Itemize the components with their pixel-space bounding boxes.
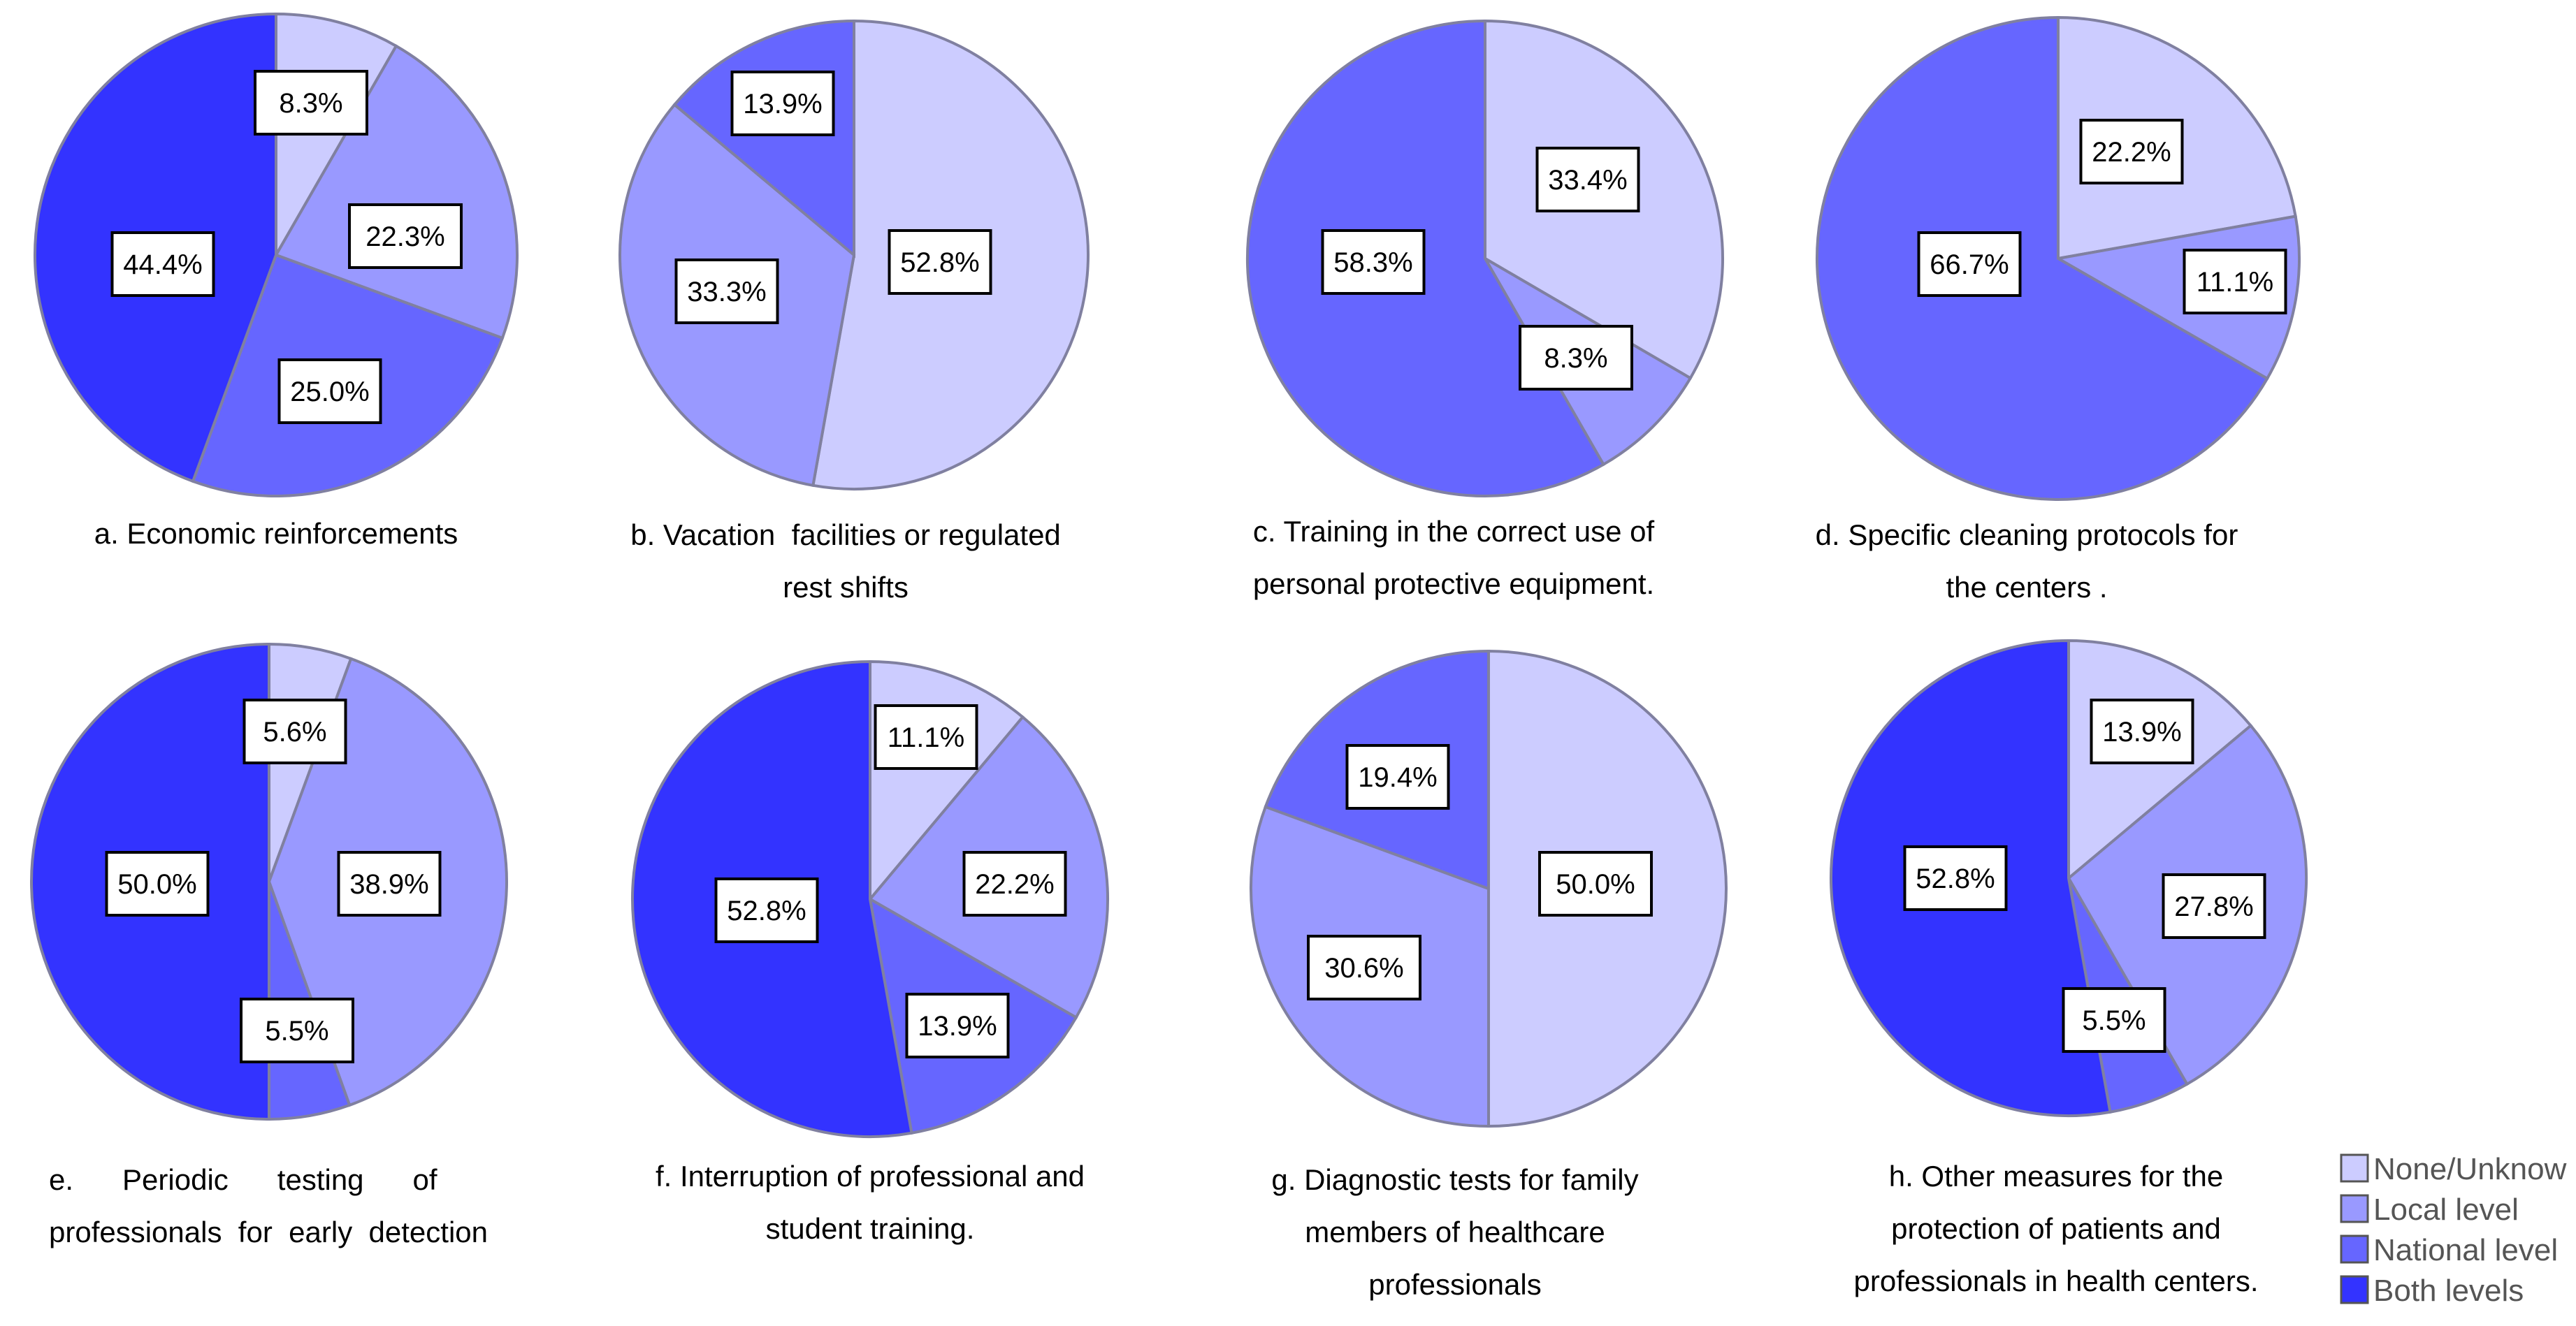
chart-caption-line: student training. xyxy=(766,1212,975,1245)
pie-chart-a: 8.3% 22.3% 25.0% 44.4% a. Economic reinforce… xyxy=(34,12,519,550)
slice-data-label: 50.0% xyxy=(117,869,196,900)
slice-label-box xyxy=(730,71,835,136)
slice-data-label: 33.4% xyxy=(1548,165,1627,196)
slice-label-box xyxy=(240,998,354,1063)
slice-label-box xyxy=(2079,119,2184,184)
slice-data-label: 5.5% xyxy=(265,1016,328,1047)
slice-data-label: 5.5% xyxy=(2082,1005,2146,1036)
slice-data-label: 19.4% xyxy=(1358,762,1437,793)
slice-data-label: 8.3% xyxy=(279,88,342,119)
slice-label-box xyxy=(277,358,382,424)
slice-data-label: 52.8% xyxy=(727,896,806,926)
slice-label-box xyxy=(1535,147,1640,212)
legend-swatch-both xyxy=(2340,1275,2369,1304)
pie-chart-b: 52.8% 33.3% 13.9% b. Vacation facilities or… xyxy=(618,19,1090,604)
chart-caption-line: professionals xyxy=(1368,1268,1541,1301)
legend-label-local: Local level xyxy=(2373,1193,2519,1227)
chart-caption-line: e. Periodic testing of xyxy=(49,1163,437,1196)
slice-label-box xyxy=(1307,935,1421,1000)
chart-caption-line: rest shifts xyxy=(783,571,909,604)
slice-label-box xyxy=(674,258,779,324)
slice-label-box xyxy=(1903,845,2008,911)
slice-data-label: 22.2% xyxy=(975,869,1054,900)
slice-label-box xyxy=(337,851,442,917)
pie-slice-national-level xyxy=(1816,15,2269,501)
legend-label-none: None/Unknow xyxy=(2373,1152,2567,1186)
pie-chart-d: 22.2% 11.1% 66.7% d. Specific cleaning prot… xyxy=(1816,15,2301,604)
slice-data-label: 66.7% xyxy=(1930,249,2009,280)
legend: None/Unknow Local level National level B… xyxy=(2340,1152,2567,1308)
slice-data-label: 44.4% xyxy=(123,249,202,280)
chart-caption-line: professionals in health centers. xyxy=(1854,1265,2259,1297)
chart-caption-line: d. Specific cleaning protocols for xyxy=(1816,518,2238,551)
legend-swatch-national xyxy=(2340,1234,2369,1264)
pie-slice-national-level xyxy=(1246,19,1606,497)
slice-label-box xyxy=(2062,987,2166,1053)
slice-data-label: 11.1% xyxy=(888,722,964,753)
slice-label-box xyxy=(1345,744,1450,810)
pies-group: 8.3% 22.3% 25.0% 44.4% a. Economic reinforce… xyxy=(30,12,2308,1301)
slice-label-box xyxy=(962,851,1067,917)
slice-data-label: 8.3% xyxy=(1544,343,1607,374)
slice-data-label: 25.0% xyxy=(290,377,369,407)
slice-data-label: 30.6% xyxy=(1324,953,1403,984)
pie-chart-c: 33.4% 8.3% 58.3% c. Training in the correct… xyxy=(1246,19,1724,600)
legend-label-both: Both levels xyxy=(2373,1274,2524,1308)
slice-data-label: 13.9% xyxy=(743,89,822,119)
slice-data-label: 22.2% xyxy=(2092,137,2171,168)
pie-chart-f: 11.1% 22.2% 13.9% 52.8% f. Interruption of p… xyxy=(630,660,1109,1245)
pie-chart-g: 50.0% 30.6% 19.4% g. Diagnostic tests for f… xyxy=(1250,649,1728,1301)
slice-data-label: 50.0% xyxy=(1556,869,1635,900)
slice-data-label: 22.3% xyxy=(366,221,444,252)
chart-caption-line: professionals for early detection xyxy=(49,1216,488,1248)
slice-label-box xyxy=(110,231,215,297)
slice-label-box xyxy=(2162,873,2266,939)
chart-caption-line: a. Economic reinforcements xyxy=(94,517,458,550)
legend-swatch-none xyxy=(2340,1153,2369,1183)
slice-label-box xyxy=(254,70,368,136)
slice-data-label: 52.8% xyxy=(900,247,979,278)
slice-label-box xyxy=(105,851,210,917)
chart-caption-line: b. Vacation facilities or regulated xyxy=(630,518,1061,551)
slice-data-label: 13.9% xyxy=(2102,717,2181,748)
slice-data-label: 5.6% xyxy=(263,717,326,748)
legend-label-national: National level xyxy=(2373,1233,2558,1267)
slice-data-label: 13.9% xyxy=(918,1011,997,1042)
slice-data-label: 58.3% xyxy=(1333,247,1412,278)
chart-caption-line: h. Other measures for the xyxy=(1889,1160,2224,1193)
slice-label-box xyxy=(348,203,463,269)
slice-label-box xyxy=(1321,229,1426,295)
slice-label-box xyxy=(2090,699,2194,764)
legend-swatch-local xyxy=(2340,1194,2369,1223)
slice-label-box xyxy=(1538,851,1653,917)
chart-caption-line: members of healthcare xyxy=(1305,1216,1605,1248)
slice-data-label: 27.8% xyxy=(2174,891,2253,922)
slice-data-label: 33.3% xyxy=(687,277,766,307)
chart-caption-line: g. Diagnostic tests for family xyxy=(1271,1163,1638,1196)
slice-data-label: 11.1% xyxy=(2197,267,2273,298)
slice-label-box xyxy=(905,993,1010,1058)
chart-caption-line: c. Training in the correct use of xyxy=(1253,515,1655,548)
slice-label-box xyxy=(243,699,347,764)
chart-caption-line: the centers . xyxy=(1946,571,2107,604)
slice-label-box xyxy=(2183,249,2287,314)
slice-data-label: 38.9% xyxy=(349,869,428,900)
slice-label-box xyxy=(874,704,978,770)
slice-label-box xyxy=(888,229,992,295)
chart-caption-line: personal protective equipment. xyxy=(1253,567,1654,600)
slice-label-box xyxy=(1917,231,2022,297)
slice-label-box xyxy=(1519,325,1633,391)
slice-label-box xyxy=(714,877,819,943)
slice-data-label: 52.8% xyxy=(1916,864,1995,894)
pie-chart-e: 5.6% 38.9% 5.5% 50.0% e. Periodic testing of… xyxy=(30,642,508,1248)
pie-chart-h: 13.9% 27.8% 5.5% 52.8% h. Other measures for… xyxy=(1829,639,2308,1297)
chart-caption-line: protection of patients and xyxy=(1891,1212,2221,1245)
chart-caption-line: f. Interruption of professional and xyxy=(656,1160,1085,1193)
